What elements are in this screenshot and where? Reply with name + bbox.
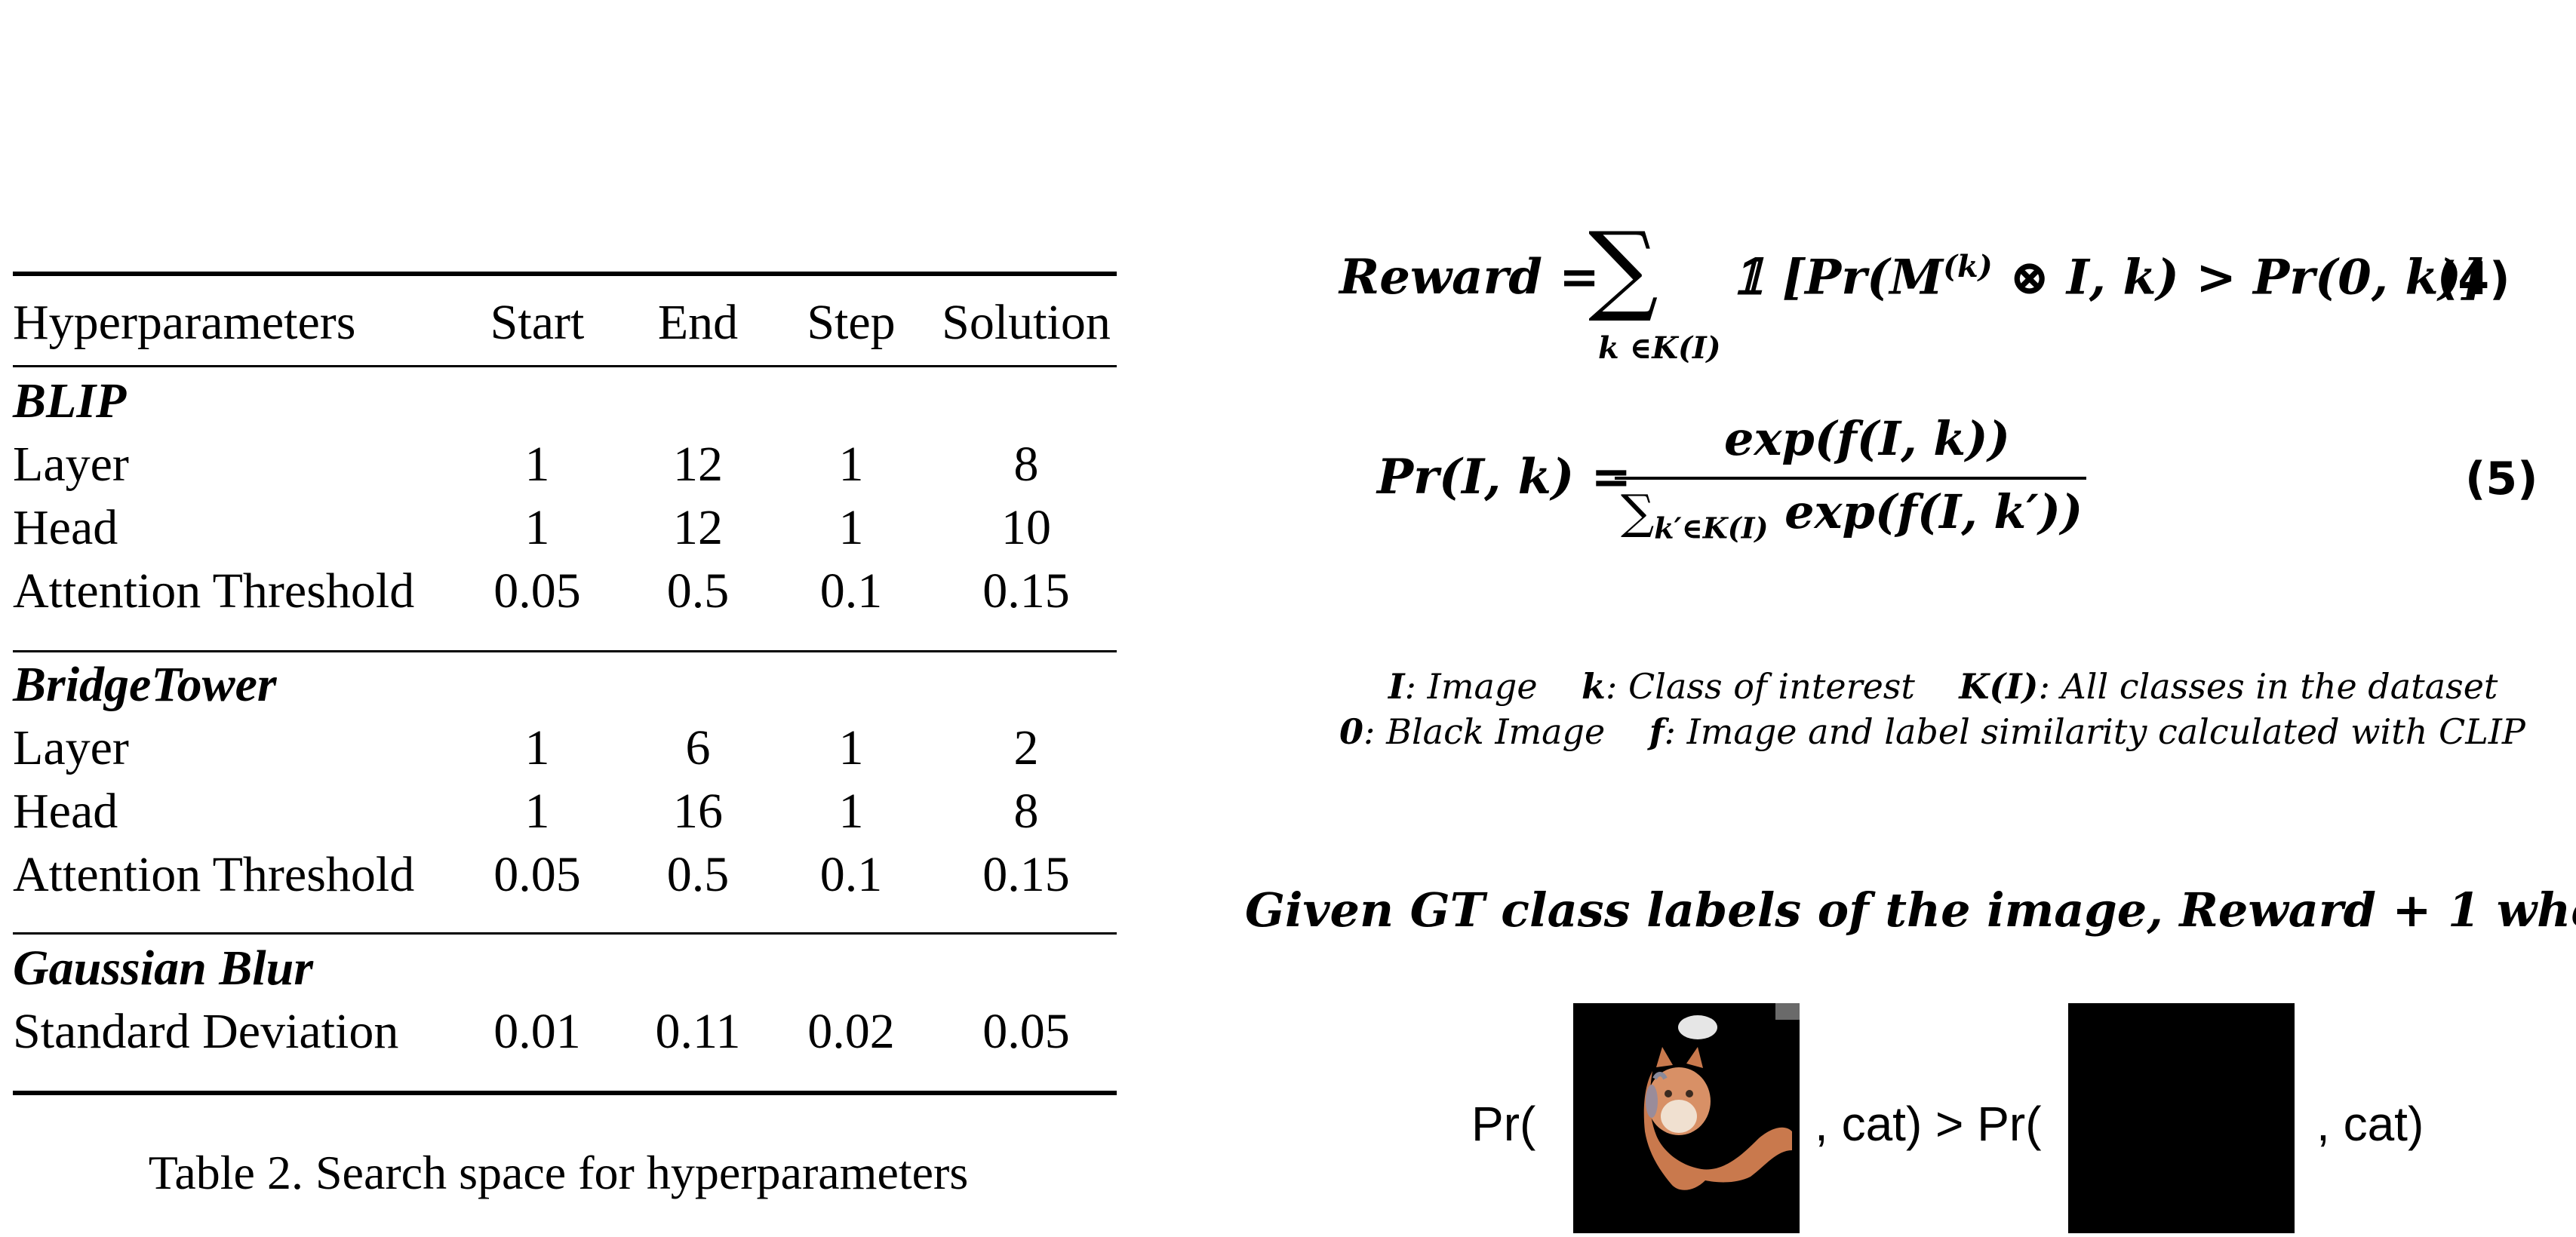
legend-symbol: 0 <box>1339 711 1364 752</box>
masked-cat-image <box>1573 1003 1800 1233</box>
table-row: Layer 1 6 1 2 <box>13 717 1117 780</box>
equation-number-5: (5) <box>2465 453 2538 505</box>
pr-middle-text: , cat) > Pr( <box>1815 1097 2042 1151</box>
group-title-gaussian-blur: Gaussian Blur <box>13 941 314 996</box>
legend-description: : All classes in the dataset <box>2038 666 2498 707</box>
reward-body-start: 𝟙 [Pr(M <box>1732 249 1944 306</box>
prob-lhs: Pr(I, k) = <box>1377 449 1632 505</box>
group-rule <box>13 650 1117 652</box>
cell-start: 0.05 <box>493 563 581 618</box>
reward-body-end: ⊗ I, k) > Pr(0, k)] <box>1992 249 2485 306</box>
pr-open-text: Pr( <box>1471 1097 1536 1151</box>
legend-description: : Image and label similarity calculated … <box>1664 711 2525 752</box>
cell-start: 1 <box>524 720 550 775</box>
legend-description: : Image <box>1404 666 1538 707</box>
cell-solution: 8 <box>1013 784 1039 839</box>
cell-solution: 0.15 <box>982 847 1070 902</box>
denominator-subscript: k′∈K(I) <box>1654 511 1769 545</box>
group-title-row: BridgeTower <box>13 653 1117 717</box>
group-title-row: BLIP <box>13 370 1117 433</box>
reward-body: 𝟙 [Pr(M(k) ⊗ I, k) > Pr(0, k)] <box>1732 249 2484 305</box>
prob-denominator: ∑k′∈K(I) exp(f(I, k′)) <box>1621 484 2083 545</box>
cell-solution: 8 <box>1013 437 1039 492</box>
cell-step: 1 <box>838 784 864 839</box>
reward-lhs: Reward = <box>1339 249 1600 305</box>
pr-end-text: , cat) <box>2316 1097 2424 1151</box>
row-label: Layer <box>13 437 129 492</box>
cell-end: 0.5 <box>666 847 730 902</box>
black-image <box>2068 1003 2295 1233</box>
cell-solution: 0.15 <box>982 563 1070 618</box>
legend-line-2: 0: Black Image f: Image and label simila… <box>1339 709 2525 754</box>
group-title-row: Gaussian Blur <box>13 937 1117 1000</box>
fraction-bar <box>1615 477 2086 480</box>
cell-end: 0.5 <box>666 563 730 618</box>
table-row: Attention Threshold 0.05 0.5 0.1 0.15 <box>13 843 1117 907</box>
prob-numerator: exp(f(I, k)) <box>1724 411 2010 466</box>
table-bottom-rule <box>13 1091 1117 1095</box>
cell-end: 12 <box>673 500 723 555</box>
table-top-rule <box>13 272 1117 276</box>
legend-symbol: f <box>1649 711 1665 752</box>
row-label: Layer <box>13 720 129 775</box>
legend-description: : Black Image <box>1363 711 1606 752</box>
cell-step: 0.1 <box>819 563 883 618</box>
cell-step: 1 <box>838 500 864 555</box>
cell-start: 1 <box>524 500 550 555</box>
cell-end: 6 <box>685 720 711 775</box>
cell-start: 0.01 <box>493 1004 581 1059</box>
header-rule <box>13 365 1117 367</box>
cell-step: 0.1 <box>819 847 883 902</box>
given-gt-statement: Given GT class labels of the image, Rewa… <box>1245 882 2576 938</box>
group-title-blip: BLIP <box>13 373 127 428</box>
cell-solution: 0.05 <box>982 1004 1070 1059</box>
cell-step: 1 <box>838 720 864 775</box>
table-row: Head 1 16 1 8 <box>13 780 1117 843</box>
row-label: Attention Threshold <box>13 563 415 618</box>
cell-step: 1 <box>838 437 864 492</box>
legend-line-1: I: Image k: Class of interest K(I): All … <box>1388 664 2525 709</box>
row-label: Standard Deviation <box>13 1004 399 1059</box>
cell-start: 0.05 <box>493 847 581 902</box>
cell-end: 0.11 <box>655 1004 741 1059</box>
cell-start: 1 <box>524 437 550 492</box>
table-row: Head 1 12 1 10 <box>13 496 1117 560</box>
header-hyperparameters: Hyperparameters <box>13 295 356 350</box>
legend-symbol: k <box>1582 666 1606 707</box>
denominator-sum-symbol: ∑ <box>1621 484 1655 539</box>
reward-superscript: (k) <box>1943 249 1993 284</box>
header-end: End <box>657 295 739 350</box>
cell-end: 12 <box>673 437 723 492</box>
sum-subscript: k ∈K(I) <box>1598 330 1721 366</box>
table-header-row: Hyperparameters Start End Step Solution <box>13 291 1117 355</box>
cell-step: 0.02 <box>807 1004 895 1059</box>
group-title-bridgetower: BridgeTower <box>13 657 277 712</box>
table-row: Standard Deviation 0.01 0.11 0.02 0.05 <box>13 1000 1117 1064</box>
legend-description: : Class of interest <box>1605 666 1915 707</box>
row-label: Head <box>13 784 118 839</box>
cell-start: 1 <box>524 784 550 839</box>
header-step: Step <box>807 295 896 350</box>
cell-end: 16 <box>673 784 723 839</box>
header-solution: Solution <box>942 295 1111 350</box>
group-rule <box>13 932 1117 935</box>
row-label: Attention Threshold <box>13 847 415 902</box>
row-label: Head <box>13 500 118 555</box>
legend-symbol: K(I) <box>1959 666 2039 707</box>
symbol-legend: I: Image k: Class of interest K(I): All … <box>1339 664 2525 754</box>
table-row: Attention Threshold 0.05 0.5 0.1 0.15 <box>13 560 1117 623</box>
cell-solution: 2 <box>1013 720 1039 775</box>
header-start: Start <box>490 295 585 350</box>
masked-cat-icon <box>1573 1003 1800 1233</box>
summation-symbol: ∑ <box>1588 210 1658 325</box>
cell-solution: 10 <box>1001 500 1051 555</box>
equation-number-4: (4) <box>2437 253 2510 305</box>
denominator-body: exp(f(I, k′)) <box>1768 484 2083 539</box>
legend-symbol: I <box>1388 666 1405 707</box>
table-row: Layer 1 12 1 8 <box>13 433 1117 496</box>
table-caption: Table 2. Search space for hyperparameter… <box>148 1146 969 1199</box>
